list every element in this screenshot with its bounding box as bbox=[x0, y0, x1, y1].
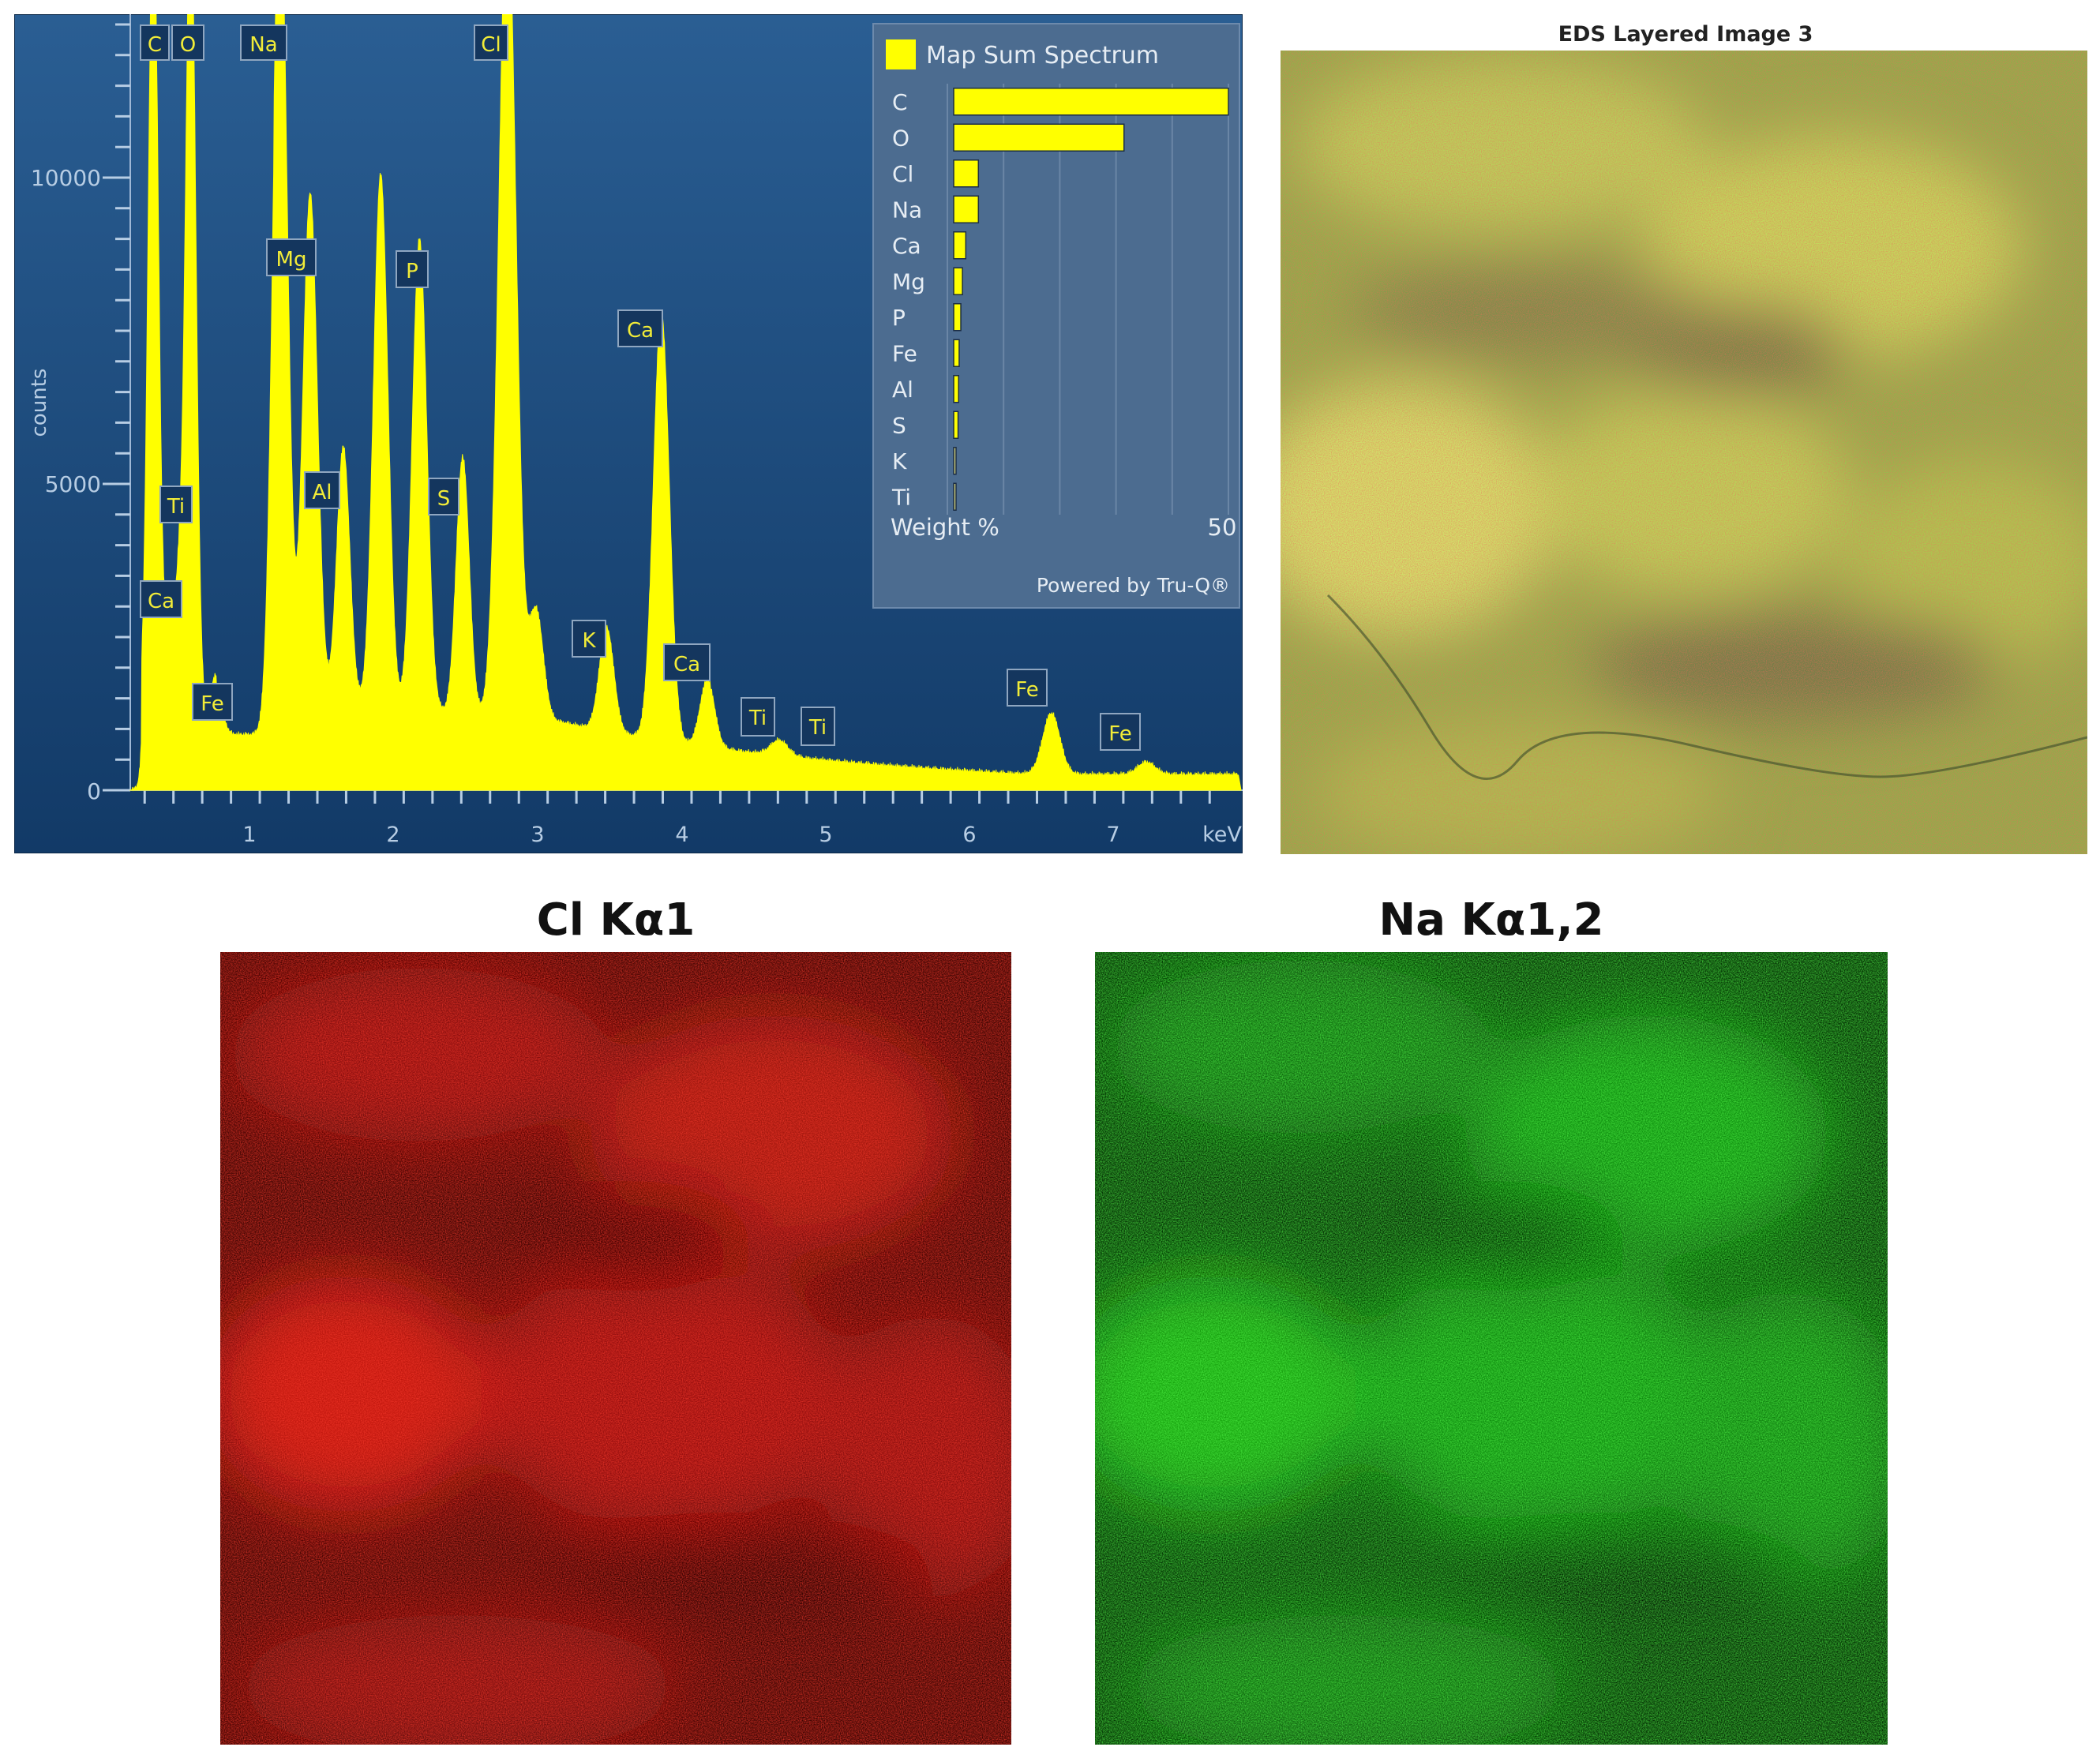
svg-text:Ti: Ti bbox=[748, 707, 767, 730]
peak-label-ca[interactable]: Ca bbox=[617, 309, 663, 347]
legend-bar-o bbox=[953, 123, 1125, 152]
y-tick-label-10000: 10000 bbox=[31, 165, 101, 191]
layered-image-title: EDS Layered Image 3 bbox=[1558, 22, 1813, 47]
legend-bar-s bbox=[953, 411, 959, 439]
peak-label-ti[interactable]: Ti bbox=[741, 697, 775, 737]
svg-text:O: O bbox=[180, 33, 196, 57]
svg-text:Ca: Ca bbox=[148, 590, 174, 613]
peak-label-fe[interactable]: Fe bbox=[1007, 669, 1048, 707]
x-tick-label-1: 1 bbox=[242, 823, 256, 847]
svg-text:Ca: Ca bbox=[627, 319, 654, 343]
x-tick-label-3: 3 bbox=[531, 823, 544, 847]
legend-categories: CO Cl Na Ca Mg P Fe Al SK Ti bbox=[891, 89, 925, 511]
spectrum-trace bbox=[129, 14, 1242, 792]
svg-text:Cl: Cl bbox=[481, 33, 501, 57]
legend-bar-cl bbox=[953, 159, 980, 188]
x-tick-label-6: 6 bbox=[962, 823, 976, 847]
legend-element-fe: Fe bbox=[892, 340, 917, 366]
legend-element-cl: Cl bbox=[892, 161, 913, 187]
y-tick-label-0: 0 bbox=[87, 778, 101, 804]
legend-bar-fe bbox=[953, 339, 960, 367]
legend-element-o: O bbox=[892, 125, 909, 151]
svg-text:Ca: Ca bbox=[673, 653, 700, 677]
svg-text:Ti: Ti bbox=[808, 716, 827, 740]
x-minor-ticks bbox=[143, 790, 1211, 804]
peak-label-ti[interactable]: Ti bbox=[801, 707, 835, 746]
legend-element-k: K bbox=[892, 448, 907, 474]
legend-bar-c bbox=[953, 88, 1229, 116]
y-axis-label: counts bbox=[28, 369, 51, 437]
legend-bar-k bbox=[953, 447, 957, 475]
legend-swatch bbox=[886, 39, 916, 69]
eds-spectrum-panel: 0 5000 10000 counts 1 2 3 4 5 6 7 keV C … bbox=[14, 14, 1243, 853]
legend-title: Map Sum Spectrum bbox=[926, 42, 1159, 69]
peak-label-p[interactable]: P bbox=[396, 250, 429, 288]
legend-element-mg: Mg bbox=[892, 268, 925, 294]
x-tick-label-2: 2 bbox=[386, 823, 399, 847]
legend-bar-mg bbox=[953, 267, 963, 295]
legend-bar-ca bbox=[953, 231, 967, 260]
cl-element-map bbox=[220, 952, 1011, 1745]
legend-element-ca: Ca bbox=[892, 233, 921, 259]
legend-bar-al bbox=[953, 375, 960, 403]
y-tick-label-5000: 5000 bbox=[45, 471, 101, 497]
peak-label-o[interactable]: O bbox=[171, 24, 204, 61]
legend-element-c: C bbox=[892, 89, 908, 115]
legend-axis-max: 50 bbox=[1208, 514, 1237, 541]
peak-label-c[interactable]: C bbox=[140, 24, 170, 61]
legend-element-na: Na bbox=[892, 197, 922, 223]
legend-bar-ti bbox=[953, 482, 957, 511]
legend-element-ti: Ti bbox=[891, 484, 911, 510]
legend-bar-p bbox=[953, 303, 962, 332]
peak-label-s[interactable]: S bbox=[428, 478, 459, 515]
x-tick-label-5: 5 bbox=[819, 823, 832, 847]
svg-text:Fe: Fe bbox=[1108, 722, 1132, 746]
cl-map-title: Cl Kα1 bbox=[536, 894, 696, 946]
peak-label-fe[interactable]: Fe bbox=[192, 683, 233, 721]
legend-bars bbox=[953, 88, 1229, 511]
svg-text:S: S bbox=[437, 487, 451, 511]
peak-label-na[interactable]: Na bbox=[240, 24, 287, 61]
legend-element-al: Al bbox=[892, 377, 913, 403]
peak-label-al[interactable]: Al bbox=[304, 471, 340, 509]
peak-label-ca[interactable]: Ca bbox=[663, 643, 711, 681]
legend-grid bbox=[947, 84, 1229, 515]
peak-label-k[interactable]: K bbox=[572, 620, 606, 658]
legend-footer: Powered by Tru-Q® bbox=[1037, 574, 1230, 597]
legend-element-p: P bbox=[892, 305, 906, 331]
na-element-map bbox=[1095, 952, 1888, 1745]
x-tick-label-7: 7 bbox=[1106, 823, 1119, 847]
peak-label-fe[interactable]: Fe bbox=[1100, 713, 1141, 751]
svg-text:K: K bbox=[582, 629, 596, 653]
svg-text:C: C bbox=[148, 33, 162, 57]
peak-label-mg[interactable]: Mg bbox=[266, 238, 317, 276]
legend-bar-na bbox=[953, 195, 980, 223]
svg-text:Fe: Fe bbox=[201, 692, 224, 716]
svg-text:Fe: Fe bbox=[1015, 678, 1039, 702]
peak-labels: C O Na Cl Mg P Al S Ti Ca Fe K Ca Ti Ti … bbox=[140, 24, 1141, 751]
peak-label-ti[interactable]: Ti bbox=[159, 485, 193, 523]
na-map-title: Na Kα1,2 bbox=[1378, 894, 1604, 946]
svg-text:Ti: Ti bbox=[167, 495, 185, 519]
weight-percent-legend: Map Sum Spectrum CO Cl Na Ca Mg P Fe Al SK Ti Wei… bbox=[872, 23, 1240, 609]
x-axis-unit-label: keV bbox=[1202, 823, 1242, 847]
legend-element-s: S bbox=[892, 412, 906, 438]
x-tick-label-4: 4 bbox=[675, 823, 688, 847]
peak-label-ca[interactable]: Ca bbox=[140, 580, 182, 618]
peak-label-cl[interactable]: Cl bbox=[474, 24, 508, 61]
svg-text:P: P bbox=[406, 260, 418, 283]
svg-text:Mg: Mg bbox=[276, 248, 307, 272]
legend-axis-label: Weight % bbox=[891, 514, 999, 541]
svg-text:Al: Al bbox=[312, 481, 332, 504]
svg-text:Na: Na bbox=[249, 33, 277, 57]
legend-background bbox=[872, 23, 1240, 609]
spectrum-plot: 0 5000 10000 counts 1 2 3 4 5 6 7 keV C … bbox=[14, 14, 1243, 853]
eds-layered-image bbox=[1281, 51, 2087, 854]
